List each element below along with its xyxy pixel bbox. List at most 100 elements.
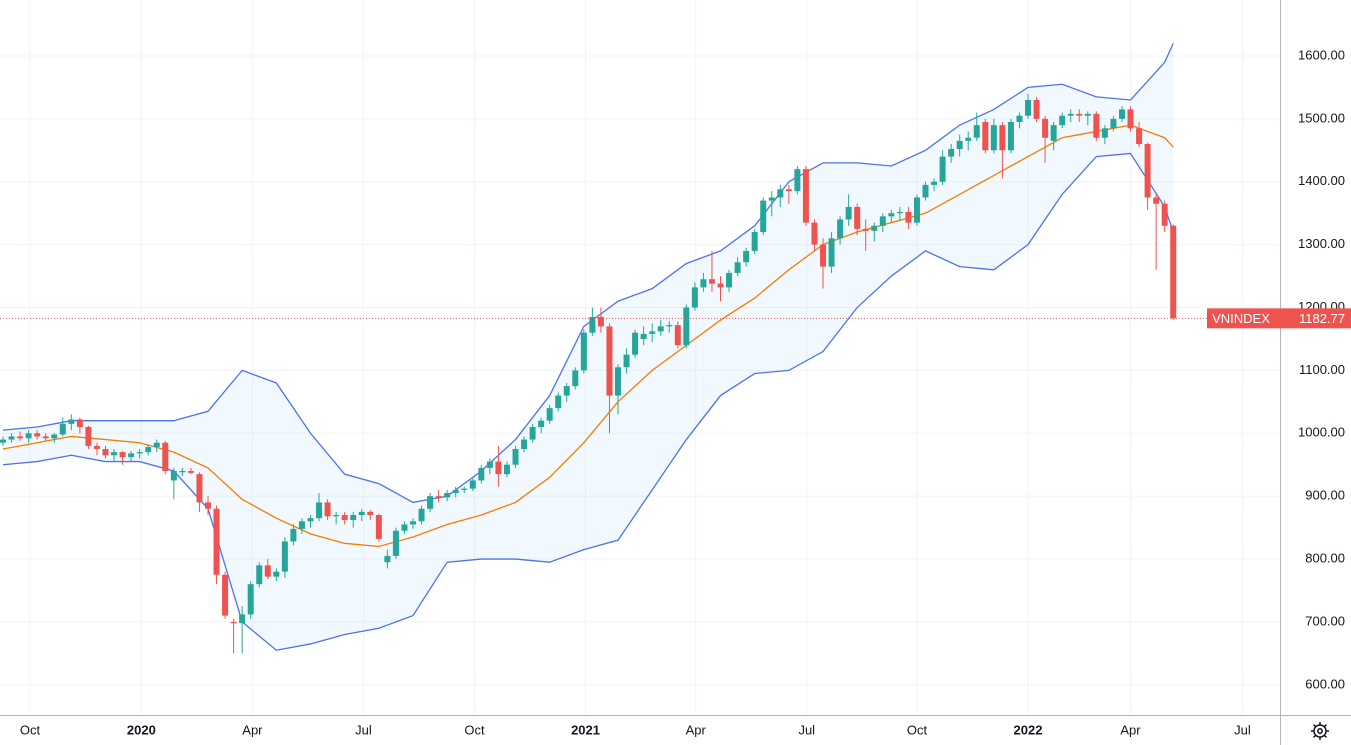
candle-body xyxy=(649,331,656,334)
candle-body xyxy=(854,206,861,229)
y-tick-label: 1400.00 xyxy=(1298,173,1345,188)
candle-body xyxy=(239,614,246,624)
candle-body xyxy=(1136,128,1143,145)
candle-body xyxy=(384,555,391,563)
candle-body xyxy=(187,471,194,473)
candle-body xyxy=(768,197,775,201)
candle-body xyxy=(572,370,579,387)
gear-teeth xyxy=(1311,722,1329,740)
x-tick-label: 2020 xyxy=(127,722,156,737)
last-price-box xyxy=(1207,308,1351,329)
candle-body xyxy=(495,461,502,475)
candle-body xyxy=(418,508,425,522)
candle-body xyxy=(204,502,211,509)
candle-body xyxy=(982,121,989,151)
candle-body xyxy=(913,197,920,223)
candle-body xyxy=(888,213,895,217)
candle-body xyxy=(213,508,220,575)
candle-body xyxy=(879,216,886,226)
candle-body xyxy=(563,386,570,396)
candle-body xyxy=(316,502,323,519)
candle-body xyxy=(666,325,673,327)
candle-body xyxy=(606,326,613,396)
candle-body xyxy=(503,464,510,475)
y-tick-label: 800.00 xyxy=(1305,550,1345,565)
x-tick-label: Apr xyxy=(686,722,707,737)
candle-body xyxy=(546,408,553,421)
candle-body xyxy=(905,211,912,223)
candle-body xyxy=(529,426,536,440)
candle-body xyxy=(461,488,468,490)
candle-body xyxy=(896,211,903,214)
candle-body xyxy=(615,367,622,396)
candle-body xyxy=(743,250,750,263)
candle-body xyxy=(1093,113,1100,138)
last-price-label: 1182.77 xyxy=(1299,311,1345,326)
gear-hub xyxy=(1317,728,1323,734)
candle-body xyxy=(1118,109,1125,119)
candle-body xyxy=(802,169,809,223)
y-tick-label: 1500.00 xyxy=(1298,110,1345,125)
candle-body xyxy=(119,452,126,458)
candle-body xyxy=(999,125,1006,151)
x-tick-label: Jul xyxy=(798,722,815,737)
candle-body xyxy=(589,316,596,333)
candle-body xyxy=(1007,121,1014,151)
candle-body xyxy=(785,189,792,192)
candle-body xyxy=(367,511,374,516)
candle-body xyxy=(25,433,32,439)
symbol-label: VNINDEX xyxy=(1212,311,1270,326)
candle-body xyxy=(931,181,938,185)
candle-body xyxy=(521,439,528,449)
candle-body xyxy=(435,496,442,498)
candle-body xyxy=(538,420,545,427)
settings-gear[interactable] xyxy=(1311,722,1329,740)
candle-body xyxy=(401,524,408,531)
candle-body xyxy=(820,244,827,267)
candle-body xyxy=(597,316,604,327)
x-tick-label: Apr xyxy=(242,722,263,737)
y-tick-label: 1600.00 xyxy=(1298,47,1345,62)
x-tick-label: Oct xyxy=(464,722,485,737)
x-tick-label: Jul xyxy=(1234,722,1251,737)
band-line xyxy=(2,124,1174,548)
candle-body xyxy=(939,156,946,182)
candle-body xyxy=(333,515,340,517)
candle-body xyxy=(640,333,647,339)
candle-body xyxy=(555,395,562,409)
candle-body xyxy=(683,307,690,346)
candle-body xyxy=(298,521,305,529)
x-tick-label: Oct xyxy=(907,722,928,737)
y-tick-label: 1100.00 xyxy=(1299,362,1345,377)
candle-body xyxy=(350,515,357,521)
candle-body xyxy=(17,436,24,439)
candle-body xyxy=(59,423,66,435)
gear-ring xyxy=(1313,724,1327,738)
candle-body xyxy=(965,137,972,141)
candle-body xyxy=(726,272,733,288)
candle-body xyxy=(145,447,152,453)
candle-body xyxy=(222,574,229,616)
candle-body xyxy=(948,149,955,157)
x-tick-label: Apr xyxy=(1120,722,1141,737)
candle-body xyxy=(42,436,49,439)
candle-body xyxy=(51,434,58,439)
candle-body xyxy=(444,493,451,498)
candle-body xyxy=(375,515,382,539)
candle-body xyxy=(512,448,519,465)
axes: 600.00700.00800.00900.001000.001100.0012… xyxy=(20,47,1351,737)
candle-body xyxy=(1110,118,1117,129)
candle-body xyxy=(777,189,784,198)
candle-body xyxy=(1101,128,1108,138)
candle-body xyxy=(0,439,6,443)
candle-body xyxy=(290,528,297,542)
candle-body xyxy=(469,480,476,489)
candle-body xyxy=(392,530,399,556)
candle-body xyxy=(734,262,741,273)
candle-body xyxy=(341,515,348,521)
candle-body xyxy=(486,461,493,468)
candle-body xyxy=(179,471,186,473)
candle-body xyxy=(794,169,801,192)
candle-body xyxy=(102,448,109,456)
